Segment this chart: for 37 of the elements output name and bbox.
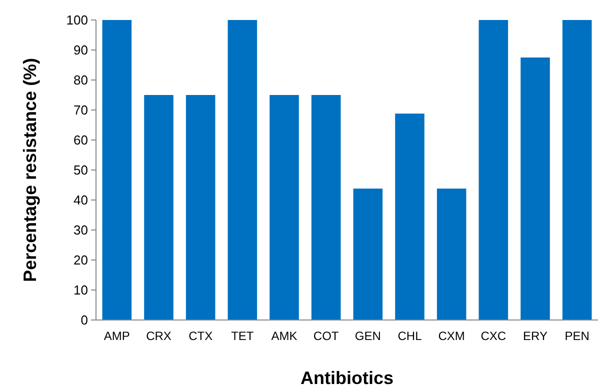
y-tick-label: 60 — [74, 132, 88, 148]
bar — [478, 20, 508, 320]
y-tick-label: 80 — [74, 72, 88, 88]
y-tick-label: 0 — [80, 312, 88, 328]
x-tick-label: CTX — [188, 329, 213, 343]
bar — [228, 20, 258, 320]
bar — [520, 58, 550, 320]
bar — [186, 95, 216, 320]
y-tick-label: 10 — [74, 282, 88, 298]
x-tick-label: AMP — [104, 329, 130, 343]
x-tick-label: CRX — [146, 329, 172, 343]
x-tick-label: COT — [313, 329, 340, 343]
y-tick-label: 100 — [66, 12, 88, 28]
x-tick-label: CXM — [438, 329, 465, 343]
bar — [270, 95, 299, 320]
y-tick-label: 40 — [74, 192, 88, 208]
bar — [144, 95, 174, 320]
bar — [562, 20, 592, 320]
y-tick-label: 70 — [74, 102, 88, 118]
y-tick-label: 20 — [74, 252, 88, 268]
bar — [353, 188, 383, 320]
y-tick-label: 30 — [74, 222, 88, 238]
x-tick-label: ERY — [523, 329, 548, 343]
x-axis-title: Antibiotics — [300, 368, 394, 388]
bar — [395, 114, 424, 320]
x-tick-label: CHL — [398, 329, 422, 343]
x-tick-label: AMK — [271, 329, 298, 343]
x-tick-label: PEN — [564, 329, 590, 343]
y-tick-label: 50 — [74, 162, 88, 178]
bar — [436, 188, 466, 320]
bar — [102, 20, 132, 320]
x-tick-label: CXC — [480, 329, 506, 343]
x-tick-label: GEN — [354, 329, 381, 343]
x-tick-label: TET — [231, 329, 254, 343]
y-tick-label: 90 — [74, 42, 88, 58]
y-axis-title: Percentage resistance (%) — [20, 58, 40, 282]
bar — [311, 95, 341, 320]
